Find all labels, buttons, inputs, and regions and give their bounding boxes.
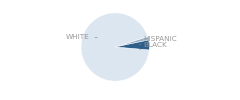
Text: HISPANIC: HISPANIC [140,36,177,44]
Wedge shape [81,13,149,81]
Text: WHITE: WHITE [66,34,97,40]
Wedge shape [115,37,149,47]
Wedge shape [115,40,149,50]
Text: BLACK: BLACK [140,42,167,50]
